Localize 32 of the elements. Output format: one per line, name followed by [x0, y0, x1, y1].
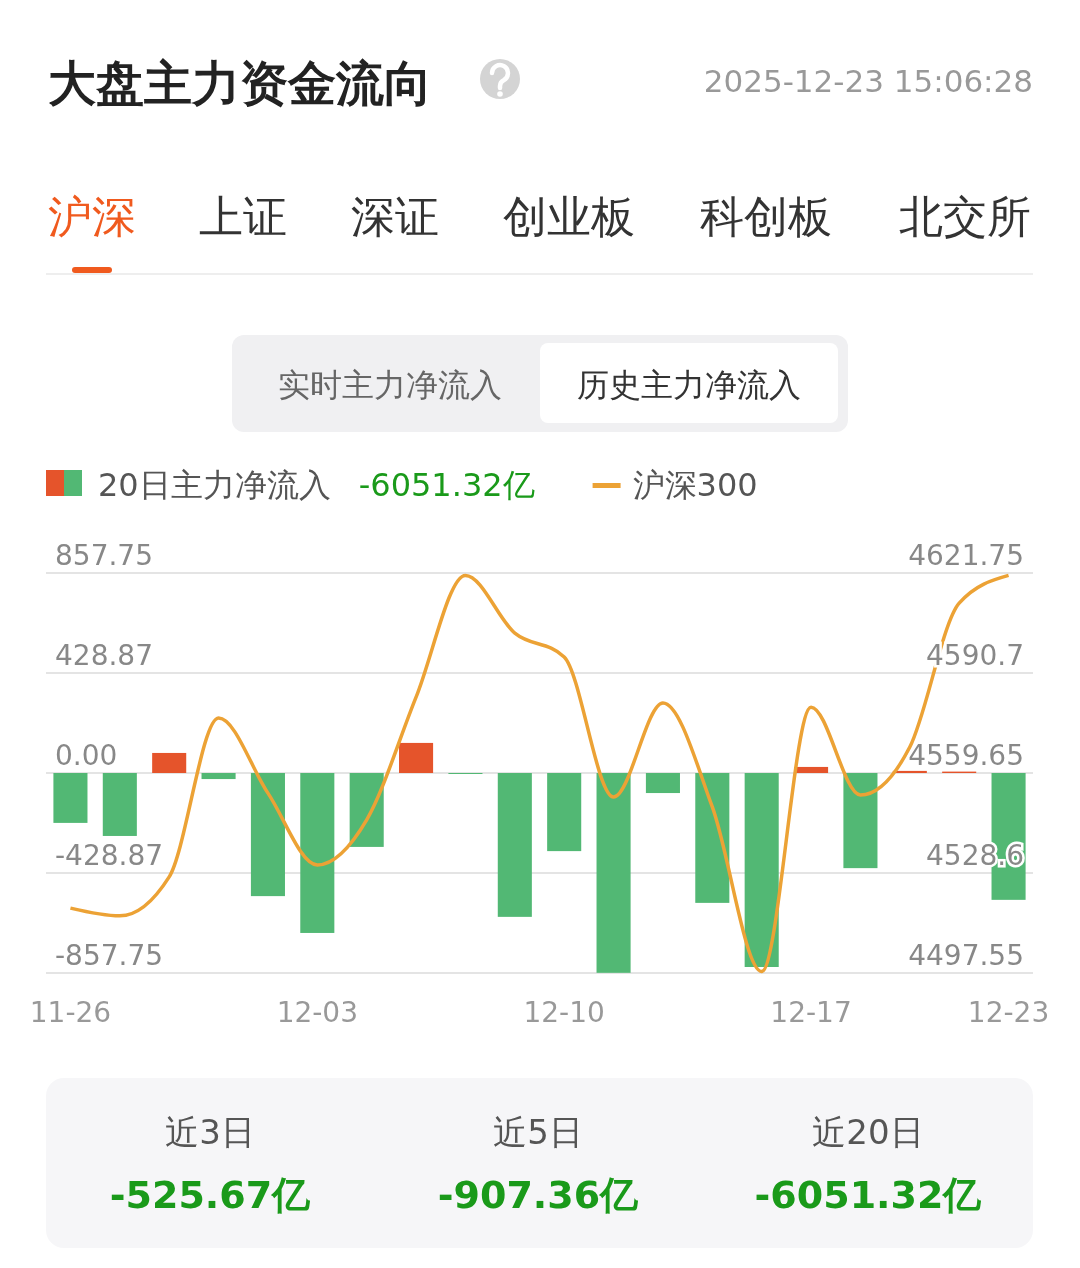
x-tick-label: 11-26 — [29, 996, 112, 1029]
chart-title: 大盘主力资金流向 — [48, 55, 432, 111]
y2-tick-label: 4621.75 — [908, 539, 1024, 572]
text: 近5日 — [493, 1112, 583, 1152]
text: 实时主力净流入 — [278, 366, 502, 404]
text: 近20日 — [812, 1112, 924, 1152]
text: 创业板 — [503, 191, 635, 242]
text: 上证 — [199, 191, 287, 242]
y-tick-label: 0.00 — [55, 739, 118, 772]
x-tick-label: 12-03 — [276, 996, 358, 1029]
y-tick-label: -857.75 — [55, 939, 164, 972]
x-tick-label: 12-17 — [770, 996, 852, 1029]
y2-tick-label: 4559.65 — [908, 739, 1024, 772]
text: 深证 — [351, 191, 439, 242]
text: -6051.32亿 — [754, 1173, 983, 1217]
text: 北交所 — [899, 191, 1031, 242]
y-tick-label: -428.87 — [55, 839, 164, 872]
text: 历史主力净流入 — [577, 366, 801, 404]
text: 科创板 — [700, 191, 832, 242]
text: 857.75 — [55, 539, 153, 572]
text: -525.67亿 — [109, 1173, 312, 1217]
x-tick-label: 12-23 — [967, 996, 1050, 1029]
x-tick-label: 12-10 — [523, 996, 605, 1029]
legend-label: 沪深300 — [632, 466, 758, 504]
text: -907.36亿 — [437, 1173, 640, 1217]
chart-subtitle: 2025-12-23 15:06:28 — [703, 63, 1033, 99]
text: 近3日 — [165, 1112, 255, 1152]
text: 沪深 — [48, 191, 136, 242]
legend-label: 20日主力净流入 — [98, 466, 331, 504]
y-tick-label: 428.87 — [55, 639, 153, 672]
text: -6051.32亿 — [358, 466, 535, 504]
y2-tick-label: 4497.55 — [908, 939, 1024, 972]
